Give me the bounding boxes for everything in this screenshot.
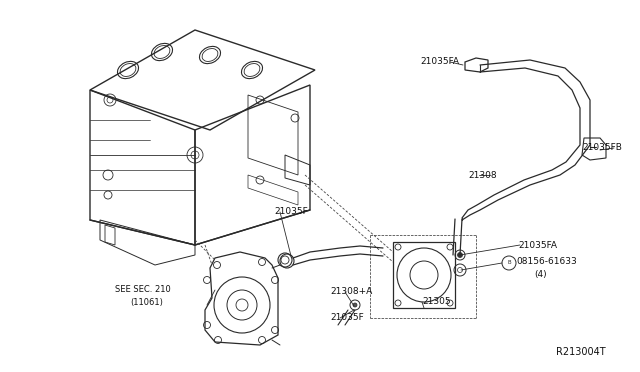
Circle shape [458, 253, 463, 257]
Text: 21308+A: 21308+A [330, 288, 372, 296]
Circle shape [353, 303, 357, 307]
Text: B: B [507, 260, 511, 266]
Text: SEE SEC. 210: SEE SEC. 210 [115, 285, 171, 295]
Text: (11061): (11061) [130, 298, 163, 307]
Text: 21035FA: 21035FA [420, 58, 459, 67]
Text: 08156-61633: 08156-61633 [516, 257, 577, 266]
Text: 21308: 21308 [468, 170, 497, 180]
Text: 21035FA: 21035FA [518, 241, 557, 250]
Text: 21035F: 21035F [330, 314, 364, 323]
Text: (4): (4) [534, 270, 547, 279]
Text: 21305: 21305 [422, 298, 451, 307]
Text: 21035F: 21035F [274, 208, 308, 217]
Text: 21035FB: 21035FB [582, 144, 622, 153]
Text: R213004T: R213004T [556, 347, 605, 357]
